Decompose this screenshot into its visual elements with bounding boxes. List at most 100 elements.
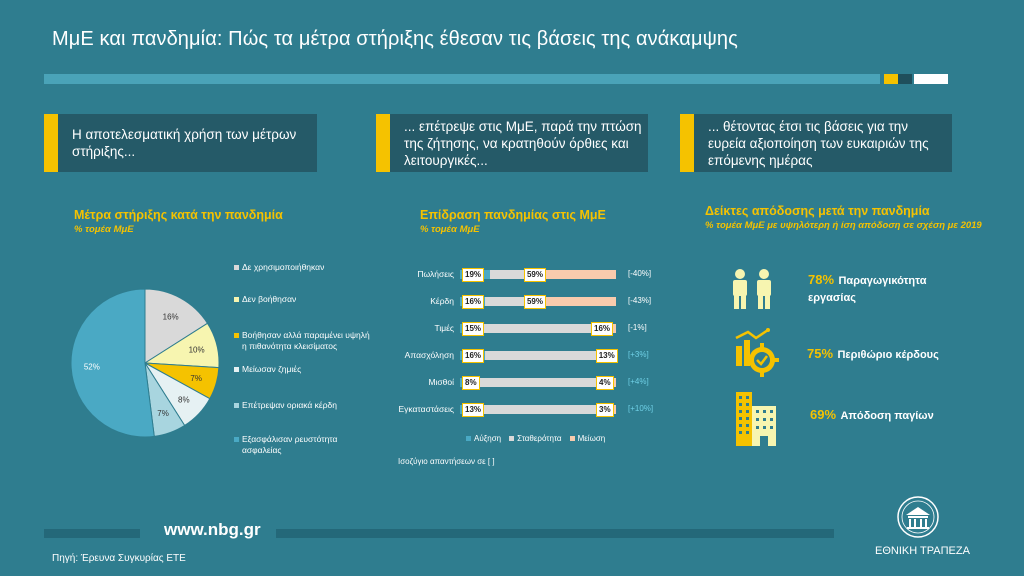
bar-segment [483,324,592,333]
pie-slice-label: 7% [190,374,202,383]
kpi-value: 78% [808,272,835,287]
website-link[interactable]: www.nbg.gr [164,520,261,539]
pie-legend-item: Επέτρεψαν οριακά κέρδη [234,400,372,411]
bar-segment [484,351,596,360]
legend-swatch [234,265,239,270]
profit-gear-icon [735,328,779,377]
bar-increase-label: 19% [462,268,485,282]
pie-slice-label: 16% [163,312,179,321]
pie-slice-label: 7% [157,409,169,418]
bar-legend: Αύξηση Σταθερότητα Μείωση [466,434,613,443]
bar-decrease-label: 59% [523,295,546,309]
pie-chart: 16% 10% 7% 8% 7% 52% [70,288,220,438]
bar-chart-subtitle: % τομέα ΜμΕ [420,224,480,235]
legend-swatch [234,297,239,302]
legend-swatch [234,437,239,442]
box-accent [376,114,390,172]
kpi-value: 75% [807,346,834,361]
bar-legend-item: Μείωση [569,434,606,443]
bar-balance: [+4%] [628,377,649,386]
pie-slice [70,288,155,438]
kpi-label: Απόδοση παγίων [840,410,934,422]
bar-category-label: Πωλήσεις [417,269,454,279]
intro-box-1-text: Η αποτελεσματική χρήση των μέτρων στήριξ… [72,127,297,159]
pie-slice-label: 8% [178,395,190,404]
intro-box-2: ... επέτρεψε στις ΜμΕ, παρά την πτώση τη… [376,114,648,172]
bar-segment [523,270,616,279]
intro-box-1: Η αποτελεσματική χρήση των μέτρων στήριξ… [44,114,317,172]
bar-decrease-label: 4% [596,376,614,390]
footer-bar-right [276,529,834,538]
legend-swatch [569,436,575,441]
bar-balance: [-1%] [628,323,647,332]
bar-segment [480,405,612,414]
bar-decrease-label: 3% [596,403,614,417]
legend-label: Δεν βοήθησαν [242,294,297,304]
pie-chart-subtitle: % τομέα ΜμΕ [74,224,134,235]
kpi-label: Παραγωγικότητα εργασίας [808,275,927,304]
bar-segment [523,297,616,306]
kpi-value: 69% [810,407,837,422]
bar-balance: [-43%] [628,296,652,305]
kpi-item-margin: 75% Περιθώριο κέρδους [807,345,939,363]
bar-decrease-label: 59% [523,268,546,282]
legend-swatch [234,367,239,372]
bar-category-label: Εγκαταστάσεις [398,404,454,414]
kpi-label: Περιθώριο κέρδους [837,349,939,361]
legend-label: Μείωσαν ζημιές [242,364,302,374]
header-accent-yellow [884,74,898,84]
pie-legend-item: Δεν βοήθησαν [234,294,372,305]
header-accent-dark [898,74,912,84]
box-accent [44,114,58,172]
legend-swatch [234,333,239,338]
pie-legend-item: Βοήθησαν αλλά παραμένει υψηλή η πιθανότη… [234,330,372,352]
bar-segment [472,378,610,387]
bar-increase-label: 15% [462,322,485,336]
source-note: Πηγή: Έρευνα Συγκυρίας ΕΤΕ [52,553,186,564]
legend-label: Βοήθησαν αλλά παραμένει υψηλή η πιθανότη… [242,330,370,351]
pie-slice-label: 10% [189,346,205,355]
legend-swatch [466,436,471,441]
legend-label: Επέτρεψαν οριακά κέρδη [242,400,338,410]
kpi-title: Δείκτες απόδοσης μετά την πανδημία [705,204,930,218]
page-title: ΜμΕ και πανδημία: Πώς τα μέτρα στήριξης … [52,28,738,50]
bar-chart-title: Επίδραση πανδημίας στις ΜμΕ [420,208,606,222]
bar-segment [484,297,524,306]
legend-label: Δε χρησιμοποιήθηκαν [242,262,325,272]
building-icon [736,392,776,446]
pie-chart-title: Μέτρα στήριξης κατά την πανδημία [74,208,283,222]
legend-label: Μείωση [577,434,606,443]
bar-category-label: Μισθοί [428,377,454,387]
bar-balance: [+10%] [628,404,654,413]
bar-category-label: Κέρδη [430,296,454,306]
bank-logo [897,496,939,538]
header-accent-white [914,74,948,84]
kpi-item-productivity: 78% Παραγωγικότητα εργασίας [808,272,948,306]
bar-legend-item: Αύξηση [466,434,501,443]
bar-decrease-label: 13% [595,349,618,363]
balance-note: Ισοζύγιο απαντήσεων σε [ ] [398,457,495,466]
legend-swatch [234,403,239,408]
bar-increase-label: 16% [462,349,485,363]
bar-increase-label: 13% [462,403,485,417]
pie-slice-label: 52% [84,362,100,371]
footer-bar-left [44,529,140,538]
intro-box-3: ... θέτοντας έτσι τις βάσεις για την ευρ… [680,114,952,172]
bar-increase-label: 16% [462,295,485,309]
kpi-item-assets: 69% Απόδοση παγίων [810,406,934,424]
legend-label: Αύξηση [474,434,502,443]
bar-legend-item: Σταθερότητα [509,434,562,443]
bar-balance: [-40%] [628,269,652,278]
pie-legend-item: Εξασφάλισαν ρευστότητα ασφαλείας [234,434,372,456]
header-divider [44,74,880,84]
bar-segment [611,405,616,414]
box-accent [680,114,694,172]
bar-segment [489,270,524,279]
intro-box-2-text: ... επέτρεψε στις ΜμΕ, παρά την πτώση τη… [404,119,642,168]
legend-swatch [509,436,515,441]
pie-slice [144,288,209,364]
bar-balance: [+3%] [628,350,649,359]
pie-legend-item: Μείωσαν ζημιές [234,364,372,375]
bar-increase-label: 8% [462,376,480,390]
workers-icon [733,269,771,309]
